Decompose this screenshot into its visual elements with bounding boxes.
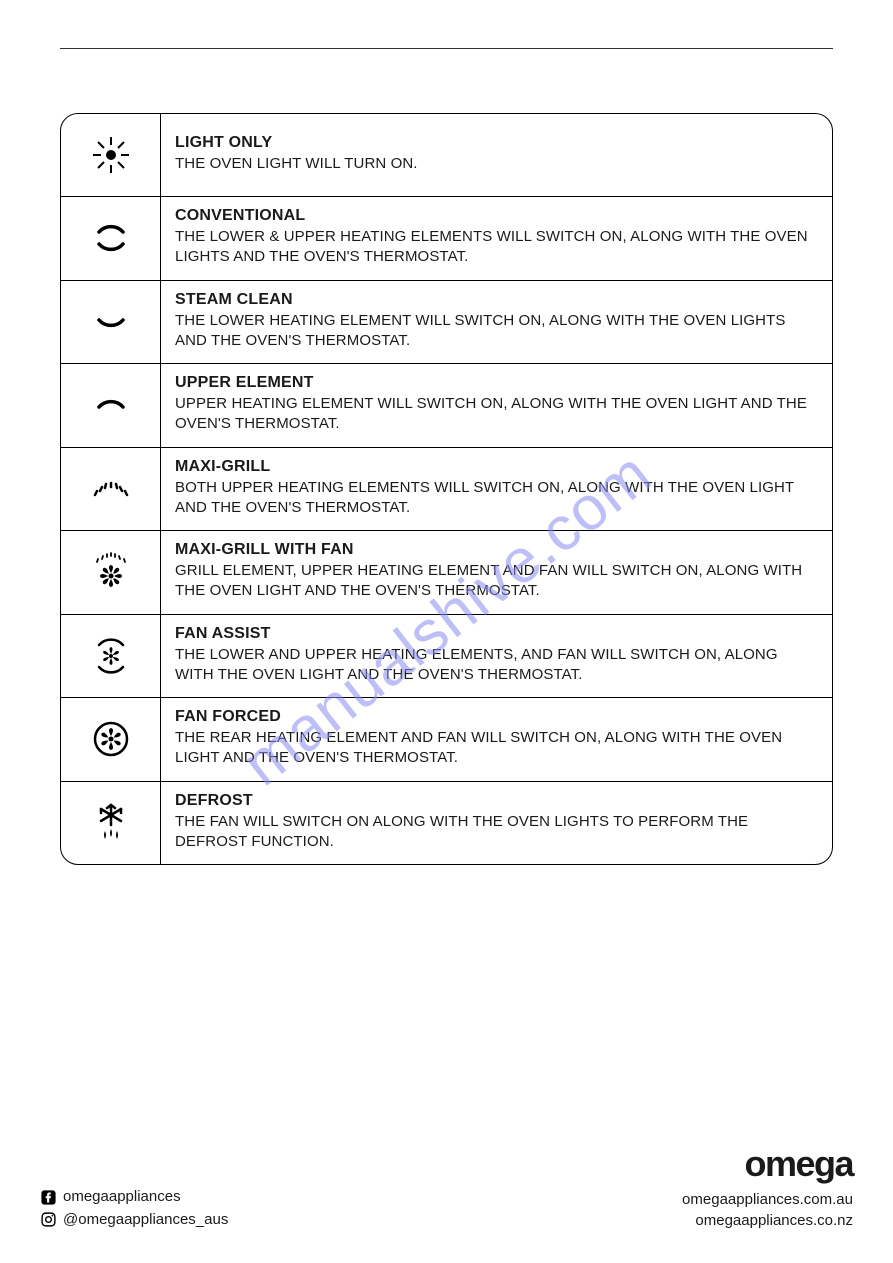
function-desc: THE LOWER AND UPPER HEATING ELEMENTS, AN… [175, 645, 818, 686]
brand-logo: omega [682, 1143, 853, 1185]
function-title: MAXI-GRILL [175, 458, 818, 476]
table-row: MAXI-GRILL BOTH UPPER HEATING ELEMENTS W… [61, 447, 832, 531]
lower-element-icon [61, 281, 161, 364]
conventional-icon [61, 197, 161, 280]
function-title: MAXI-GRILL WITH FAN [175, 541, 818, 559]
instagram-handle: @omegaappliances_aus [63, 1209, 228, 1232]
defrost-icon [61, 782, 161, 865]
text-cell: CONVENTIONAL THE LOWER & UPPER HEATING E… [161, 197, 832, 280]
table-row: MAXI-GRILL WITH FAN GRILL ELEMENT, UPPER… [61, 530, 832, 614]
maxigrill-fan-icon [61, 531, 161, 614]
social-links: omegaappliances @omegaappliances_aus [40, 1186, 228, 1231]
function-title: UPPER ELEMENT [175, 374, 818, 392]
url-au: omegaappliances.com.au [682, 1189, 853, 1210]
text-cell: DEFROST THE FAN WILL SWITCH ON ALONG WIT… [161, 782, 832, 865]
function-desc: THE REAR HEATING ELEMENT AND FAN WILL SW… [175, 728, 818, 769]
function-desc: THE LOWER & UPPER HEATING ELEMENTS WILL … [175, 227, 818, 268]
text-cell: UPPER ELEMENT UPPER HEATING ELEMENT WILL… [161, 364, 832, 447]
instagram-row: @omegaappliances_aus [40, 1209, 228, 1232]
light-icon [61, 114, 161, 196]
facebook-handle: omegaappliances [63, 1186, 181, 1209]
table-row: LIGHT ONLY THE OVEN LIGHT WILL TURN ON. [61, 114, 832, 196]
function-desc: GRILL ELEMENT, UPPER HEATING ELEMENT AND… [175, 561, 818, 602]
function-title: LIGHT ONLY [175, 134, 818, 152]
text-cell: STEAM CLEAN THE LOWER HEATING ELEMENT WI… [161, 281, 832, 364]
text-cell: LIGHT ONLY THE OVEN LIGHT WILL TURN ON. [161, 114, 832, 196]
functions-table: LIGHT ONLY THE OVEN LIGHT WILL TURN ON. … [60, 113, 833, 865]
facebook-icon [40, 1189, 57, 1206]
table-row: STEAM CLEAN THE LOWER HEATING ELEMENT WI… [61, 280, 832, 364]
text-cell: FAN ASSIST THE LOWER AND UPPER HEATING E… [161, 615, 832, 698]
fan-assist-icon [61, 615, 161, 698]
function-desc: UPPER HEATING ELEMENT WILL SWITCH ON, AL… [175, 394, 818, 435]
table-row: FAN FORCED THE REAR HEATING ELEMENT AND … [61, 697, 832, 781]
text-cell: MAXI-GRILL WITH FAN GRILL ELEMENT, UPPER… [161, 531, 832, 614]
function-desc: BOTH UPPER HEATING ELEMENTS WILL SWITCH … [175, 478, 818, 519]
maxigrill-icon [61, 448, 161, 531]
table-row: DEFROST THE FAN WILL SWITCH ON ALONG WIT… [61, 781, 832, 865]
table-row: UPPER ELEMENT UPPER HEATING ELEMENT WILL… [61, 363, 832, 447]
function-title: FAN FORCED [175, 708, 818, 726]
function-title: FAN ASSIST [175, 625, 818, 643]
page-content: LIGHT ONLY THE OVEN LIGHT WILL TURN ON. … [0, 0, 893, 865]
table-row: CONVENTIONAL THE LOWER & UPPER HEATING E… [61, 196, 832, 280]
footer-urls: omegaappliances.com.au omegaappliances.c… [682, 1189, 853, 1231]
header-rule [60, 48, 833, 49]
fan-forced-icon [61, 698, 161, 781]
function-title: CONVENTIONAL [175, 207, 818, 225]
function-title: STEAM CLEAN [175, 291, 818, 309]
facebook-row: omegaappliances [40, 1186, 228, 1209]
table-row: FAN ASSIST THE LOWER AND UPPER HEATING E… [61, 614, 832, 698]
footer-right: omega omegaappliances.com.au omegaapplia… [682, 1143, 853, 1231]
instagram-icon [40, 1211, 57, 1228]
function-title: DEFROST [175, 792, 818, 810]
page-footer: omegaappliances @omegaappliances_aus ome… [40, 1143, 853, 1231]
text-cell: FAN FORCED THE REAR HEATING ELEMENT AND … [161, 698, 832, 781]
upper-element-icon [61, 364, 161, 447]
function-desc: THE LOWER HEATING ELEMENT WILL SWITCH ON… [175, 311, 818, 352]
url-nz: omegaappliances.co.nz [682, 1210, 853, 1231]
text-cell: MAXI-GRILL BOTH UPPER HEATING ELEMENTS W… [161, 448, 832, 531]
function-desc: THE OVEN LIGHT WILL TURN ON. [175, 154, 818, 174]
function-desc: THE FAN WILL SWITCH ON ALONG WITH THE OV… [175, 812, 818, 853]
